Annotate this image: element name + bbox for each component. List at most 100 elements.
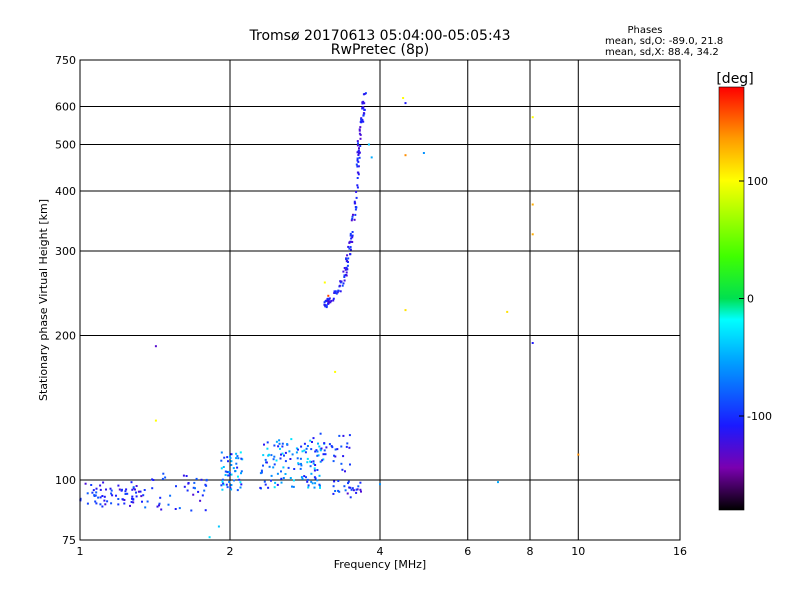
f-trace-point bbox=[354, 208, 357, 211]
cluster-point bbox=[279, 447, 281, 450]
cluster-point bbox=[303, 449, 306, 452]
f-trace-point bbox=[358, 132, 361, 135]
cluster-point bbox=[160, 508, 163, 511]
cluster-point bbox=[357, 485, 360, 488]
cluster-point bbox=[162, 472, 165, 475]
outlier-point bbox=[531, 116, 534, 119]
cluster-point bbox=[310, 480, 313, 483]
cluster-point bbox=[314, 450, 317, 453]
f-trace-point bbox=[324, 305, 327, 308]
f-trace-point bbox=[357, 173, 360, 176]
cluster-point bbox=[299, 467, 302, 470]
f-trace-point bbox=[355, 190, 358, 193]
cluster-point bbox=[328, 443, 331, 446]
cluster-point bbox=[130, 481, 133, 484]
cluster-point bbox=[103, 495, 106, 498]
cluster-point bbox=[305, 447, 308, 450]
cluster-point bbox=[132, 486, 135, 489]
cluster-point bbox=[333, 454, 335, 457]
cluster-point bbox=[270, 454, 273, 457]
cluster-point bbox=[132, 501, 135, 504]
f-trace-point bbox=[349, 234, 352, 237]
f-trace-point bbox=[326, 297, 329, 300]
f-trace-point bbox=[325, 299, 328, 302]
cluster-point bbox=[259, 486, 262, 489]
cluster-point bbox=[313, 467, 316, 470]
colorbar-tick-label: -100 bbox=[747, 410, 772, 423]
cluster-point bbox=[190, 509, 193, 512]
cluster-point bbox=[280, 470, 282, 473]
cluster-point bbox=[320, 447, 323, 450]
cluster-point bbox=[340, 462, 343, 465]
cluster-point bbox=[276, 483, 279, 486]
f-trace-point bbox=[363, 102, 366, 105]
cluster-point bbox=[132, 498, 135, 501]
cluster-point bbox=[126, 492, 129, 495]
cluster-point bbox=[124, 490, 127, 493]
cluster-point bbox=[319, 486, 321, 489]
cluster-point bbox=[199, 499, 202, 502]
cluster-point bbox=[117, 498, 120, 500]
f-trace-point bbox=[332, 299, 335, 302]
cluster-point bbox=[93, 494, 96, 497]
cluster-point bbox=[275, 459, 278, 462]
cluster-point bbox=[220, 484, 223, 487]
outlier-point bbox=[154, 419, 157, 422]
cluster-point bbox=[333, 480, 336, 483]
f-trace-point bbox=[346, 259, 349, 262]
cluster-point bbox=[301, 450, 304, 453]
phase-stats-o: mean, sd,O: -89.0, 21.8 bbox=[605, 36, 723, 47]
cluster-point bbox=[110, 492, 113, 495]
cluster-point bbox=[324, 453, 327, 456]
f-trace-point bbox=[356, 144, 359, 147]
f-trace-point bbox=[350, 219, 353, 222]
y-tick-label: 100 bbox=[55, 474, 76, 487]
cluster-point bbox=[197, 490, 200, 493]
cluster-point bbox=[318, 445, 321, 448]
f-trace-point bbox=[333, 292, 336, 294]
cluster-point bbox=[301, 477, 304, 480]
cluster-point bbox=[240, 470, 243, 473]
cluster-point bbox=[194, 487, 196, 490]
f-trace-point bbox=[356, 186, 359, 189]
cluster-point bbox=[330, 445, 333, 447]
cluster-point bbox=[334, 455, 337, 458]
f-trace-point bbox=[351, 231, 354, 233]
f-trace-point bbox=[351, 234, 354, 237]
cluster-point bbox=[152, 479, 155, 481]
cluster-point bbox=[282, 477, 285, 479]
cluster-point bbox=[312, 437, 315, 440]
f-trace-point bbox=[348, 241, 351, 244]
cluster-point bbox=[236, 455, 239, 458]
f-trace-point bbox=[339, 290, 342, 293]
outlier-point bbox=[404, 154, 407, 157]
outlier-point bbox=[404, 102, 407, 105]
cluster-point bbox=[316, 469, 319, 471]
colorbar-tick-label: 0 bbox=[747, 293, 754, 306]
cluster-point bbox=[193, 481, 196, 484]
cluster-point bbox=[158, 504, 160, 507]
cluster-point bbox=[310, 460, 313, 463]
cluster-point bbox=[303, 442, 306, 445]
cluster-point bbox=[135, 495, 138, 498]
cluster-point bbox=[221, 488, 224, 491]
cluster-point bbox=[305, 476, 307, 479]
y-tick-label: 200 bbox=[55, 330, 76, 343]
cluster-point bbox=[334, 448, 337, 451]
cluster-point bbox=[288, 450, 291, 453]
cluster-point bbox=[347, 480, 350, 483]
cluster-point bbox=[237, 457, 240, 460]
cluster-point bbox=[297, 448, 299, 451]
f-trace-point bbox=[359, 120, 362, 123]
cluster-point bbox=[314, 464, 317, 466]
f-trace-point bbox=[352, 213, 354, 216]
f-trace-point bbox=[357, 165, 360, 168]
cluster-point bbox=[183, 485, 186, 488]
f-trace-point bbox=[337, 289, 340, 292]
cluster-point bbox=[282, 466, 285, 469]
cluster-point bbox=[90, 484, 93, 486]
cluster-point bbox=[102, 481, 105, 484]
cluster-point bbox=[318, 474, 321, 477]
cluster-point bbox=[270, 474, 273, 477]
cluster-point bbox=[289, 458, 292, 460]
